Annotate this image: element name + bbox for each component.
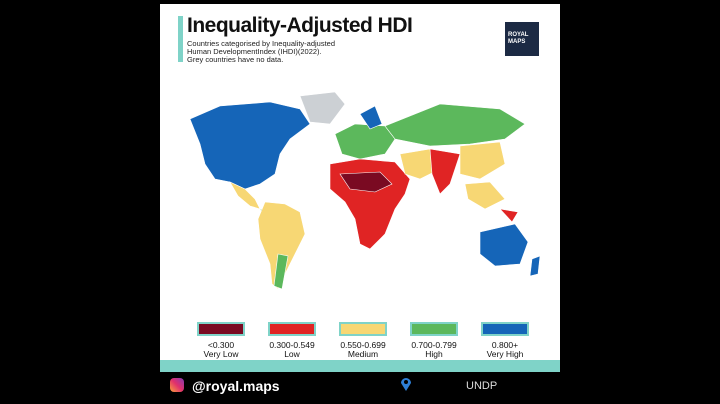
legend-label: High — [425, 349, 443, 359]
legend-range: 0.550-0.699 — [340, 340, 386, 350]
logo: ROYAL MAPS — [505, 22, 539, 56]
legend-item: 0.550-0.699 Medium — [330, 322, 396, 359]
legend-swatch — [481, 322, 529, 336]
world-map — [189, 91, 541, 290]
legend-label: Very Low — [203, 349, 239, 359]
legend-range: 0.800+ — [491, 340, 519, 350]
legend-item: 0.300-0.549 Low — [259, 322, 325, 359]
legend: <0.300 Very Low 0.300-0.549 Low 0.550-0.699 M… — [188, 322, 538, 359]
location-icon — [401, 378, 411, 391]
legend-label: Very High — [486, 349, 524, 359]
legend-swatch — [339, 322, 387, 336]
legend-item: 0.800+ Very High — [472, 322, 538, 359]
handle: @royal.maps — [192, 378, 280, 394]
source: UNDP — [466, 380, 498, 392]
footer-strip — [160, 360, 560, 372]
instagram-icon — [170, 378, 184, 392]
legend-range: 0.700-0.799 — [411, 340, 457, 350]
legend-swatch — [268, 322, 316, 336]
subtitle: Countries categorised by Inequality-adju… — [187, 39, 336, 64]
legend-label: Medium — [347, 349, 379, 359]
legend-swatch — [410, 322, 458, 336]
accent-bar — [178, 16, 183, 62]
title: Inequality-Adjusted HDI — [187, 14, 413, 37]
legend-label: Low — [284, 349, 300, 359]
legend-swatch — [197, 322, 245, 336]
legend-range: <0.300 — [207, 340, 235, 350]
legend-range: 0.300-0.549 — [269, 340, 315, 350]
legend-item: 0.700-0.799 High — [401, 322, 467, 359]
legend-item: <0.300 Very Low — [188, 322, 254, 359]
panel: Inequality-Adjusted HDI Countries catego… — [160, 4, 560, 360]
